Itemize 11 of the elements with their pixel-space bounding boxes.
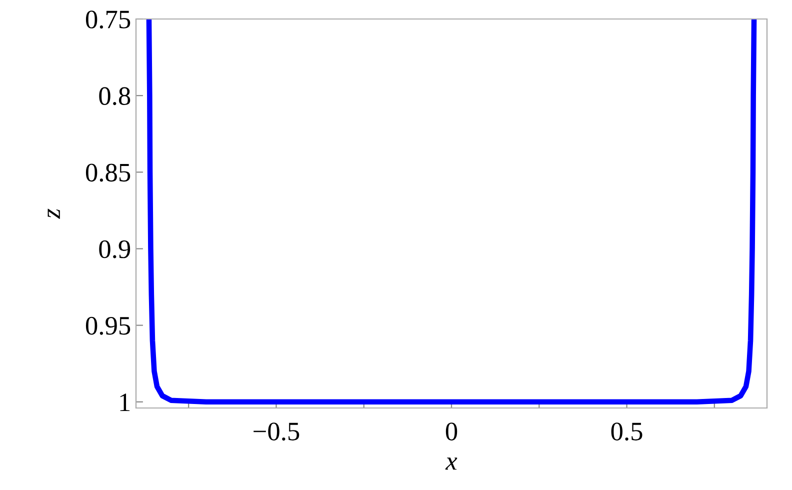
x-tick-label: 0.5: [611, 422, 642, 441]
y-tick-label: 0.9: [99, 240, 130, 258]
y-axis-title: z: [48, 208, 60, 219]
x-tick-label: 0: [446, 422, 458, 440]
y-tick-label: 0.8: [99, 87, 130, 106]
x-tick-label: −0.5: [254, 422, 300, 441]
y-tick-label: 0.75: [86, 10, 130, 29]
x-axis-title: x: [445, 458, 458, 470]
y-tick-label: 0.85: [86, 164, 130, 182]
y-tick-label: 0.95: [86, 316, 130, 335]
y-tick-label: 1: [120, 394, 130, 412]
